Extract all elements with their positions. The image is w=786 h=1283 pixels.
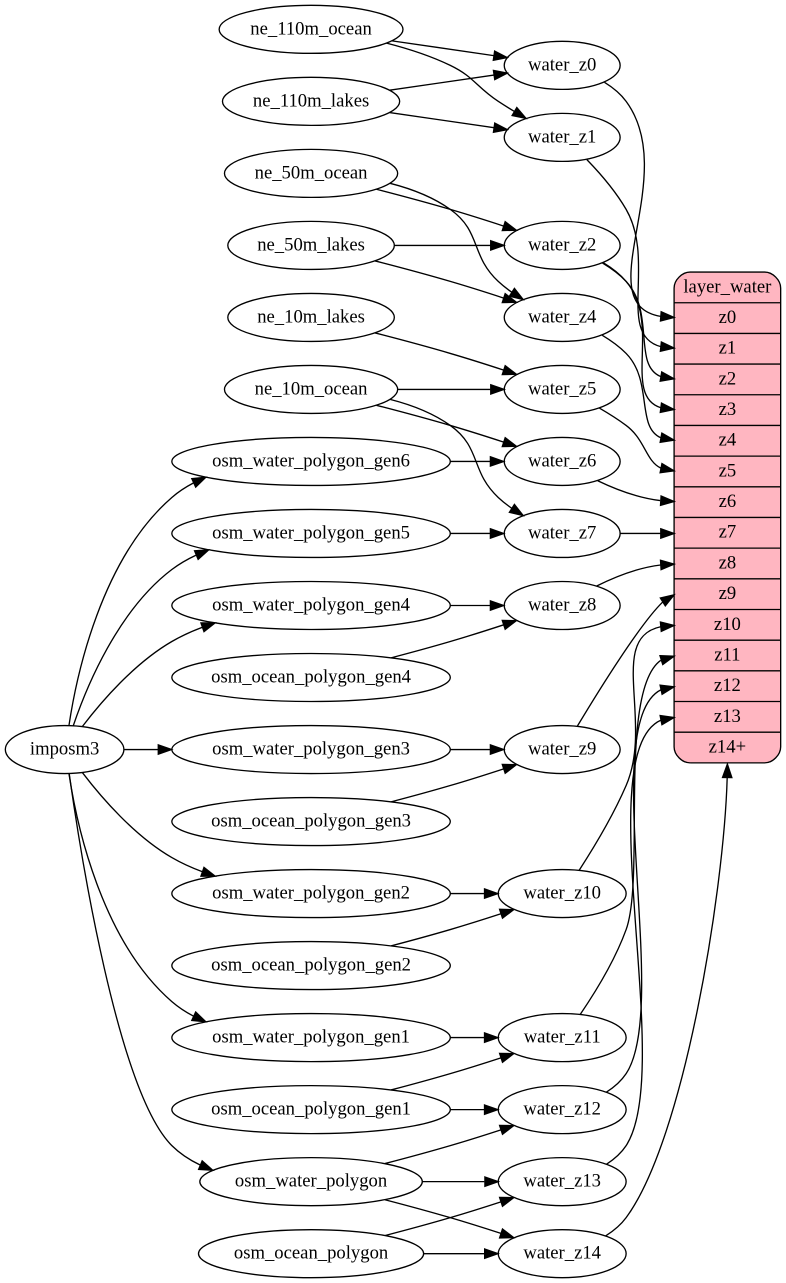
svg-text:water_z4: water_z4 — [528, 306, 597, 327]
svg-text:osm_ocean_polygon_gen2: osm_ocean_polygon_gen2 — [211, 955, 411, 976]
svg-text:osm_water_polygon_gen3: osm_water_polygon_gen3 — [212, 738, 410, 759]
svg-text:osm_water_polygon_gen4: osm_water_polygon_gen4 — [212, 594, 410, 615]
svg-text:ne_110m_ocean: ne_110m_ocean — [250, 18, 372, 39]
svg-text:osm_water_polygon_gen2: osm_water_polygon_gen2 — [212, 882, 410, 903]
svg-text:osm_water_polygon_gen1: osm_water_polygon_gen1 — [212, 1027, 410, 1048]
svg-text:z10: z10 — [714, 614, 741, 635]
svg-text:osm_ocean_polygon_gen3: osm_ocean_polygon_gen3 — [211, 810, 411, 831]
svg-text:water_z5: water_z5 — [528, 378, 596, 399]
svg-text:water_z8: water_z8 — [528, 594, 596, 615]
svg-text:z1: z1 — [719, 338, 737, 359]
svg-text:z0: z0 — [719, 307, 737, 328]
svg-text:z2: z2 — [719, 368, 737, 389]
svg-text:z8: z8 — [719, 552, 737, 573]
svg-text:ne_110m_lakes: ne_110m_lakes — [253, 90, 369, 111]
svg-text:water_z14: water_z14 — [523, 1243, 601, 1264]
svg-text:z11: z11 — [714, 644, 740, 665]
svg-text:osm_ocean_polygon_gen1: osm_ocean_polygon_gen1 — [211, 1099, 411, 1120]
svg-text:ne_50m_ocean: ne_50m_ocean — [255, 162, 369, 183]
svg-text:osm_water_polygon_gen6: osm_water_polygon_gen6 — [212, 450, 410, 471]
svg-text:ne_50m_lakes: ne_50m_lakes — [257, 234, 365, 255]
svg-text:layer_water: layer_water — [683, 276, 772, 297]
svg-text:osm_water_polygon_gen5: osm_water_polygon_gen5 — [212, 522, 410, 543]
svg-text:z13: z13 — [714, 706, 741, 727]
svg-text:water_z13: water_z13 — [523, 1171, 601, 1192]
svg-text:osm_ocean_polygon: osm_ocean_polygon — [234, 1243, 389, 1264]
svg-text:z6: z6 — [719, 491, 737, 512]
svg-text:z4: z4 — [719, 430, 737, 451]
svg-text:ne_10m_ocean: ne_10m_ocean — [255, 378, 369, 399]
svg-text:water_z1: water_z1 — [528, 126, 596, 147]
svg-text:z9: z9 — [719, 583, 737, 604]
svg-text:osm_ocean_polygon_gen4: osm_ocean_polygon_gen4 — [211, 666, 412, 687]
svg-text:z5: z5 — [719, 460, 737, 481]
svg-text:z3: z3 — [719, 399, 737, 420]
svg-text:imposm3: imposm3 — [30, 738, 99, 759]
svg-text:z12: z12 — [714, 675, 741, 696]
svg-text:water_z12: water_z12 — [523, 1099, 601, 1120]
svg-text:water_z6: water_z6 — [528, 450, 596, 471]
svg-text:ne_10m_lakes: ne_10m_lakes — [257, 306, 365, 327]
svg-text:water_z10: water_z10 — [523, 882, 601, 903]
svg-text:water_z11: water_z11 — [524, 1027, 601, 1048]
svg-text:water_z0: water_z0 — [528, 54, 596, 75]
svg-text:z14+: z14+ — [709, 736, 746, 757]
svg-text:osm_water_polygon: osm_water_polygon — [235, 1171, 388, 1192]
svg-text:water_z7: water_z7 — [528, 522, 596, 543]
svg-text:water_z2: water_z2 — [528, 234, 596, 255]
svg-text:z7: z7 — [719, 522, 737, 543]
svg-text:water_z9: water_z9 — [528, 738, 596, 759]
